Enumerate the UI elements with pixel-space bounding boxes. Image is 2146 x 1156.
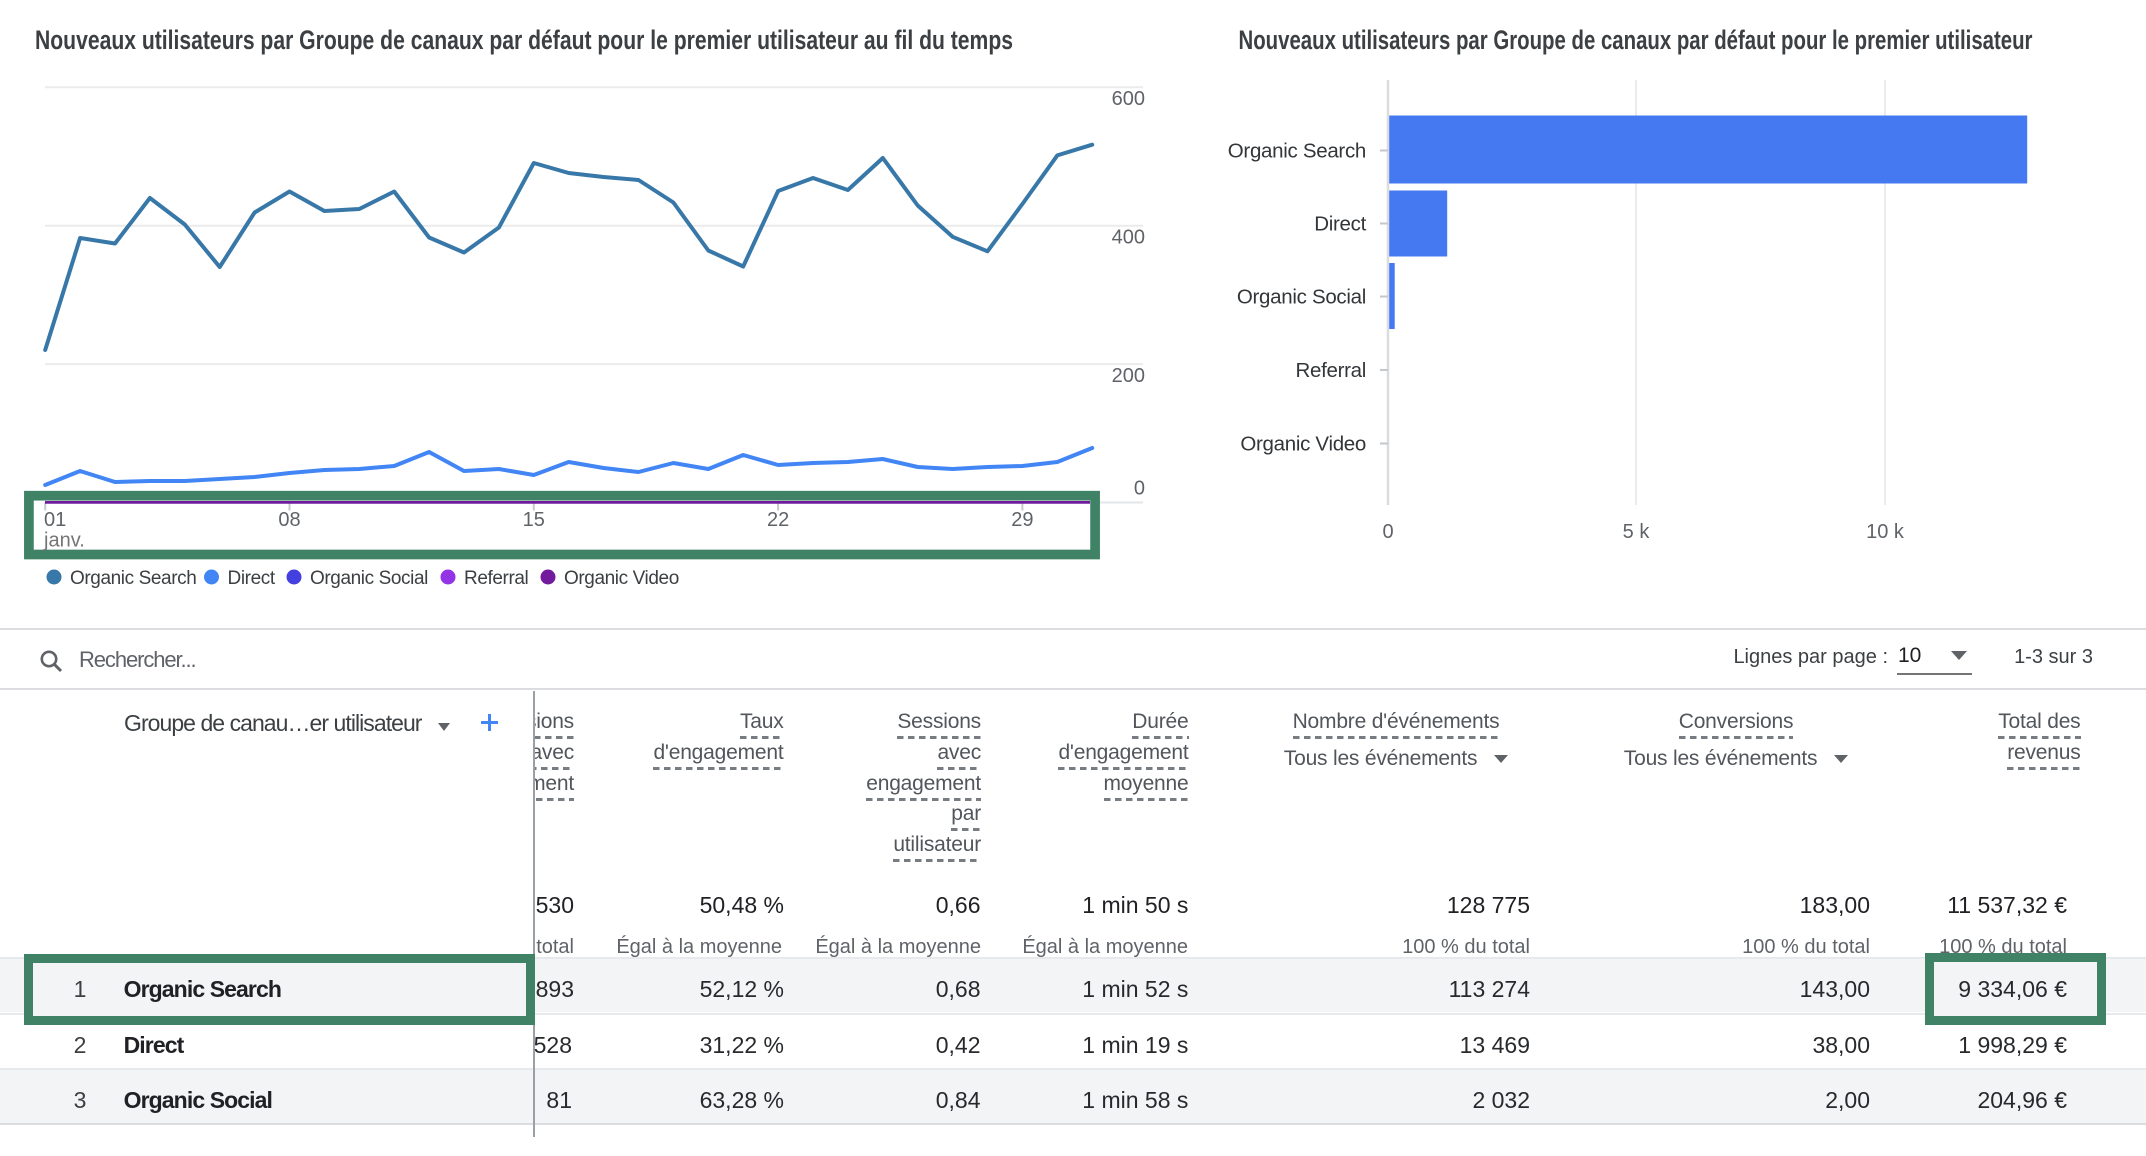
svg-text:5 k: 5 k (1623, 521, 1651, 543)
svg-text:Nouveaux utilisateurs par Grou: Nouveaux utilisateurs par Groupe de cana… (1239, 25, 2033, 55)
svg-text:Organic Search: Organic Search (1228, 140, 1366, 163)
svg-text:0: 0 (1382, 521, 1393, 543)
svg-text:10 k: 10 k (1866, 521, 1905, 543)
svg-text:22: 22 (767, 509, 789, 531)
svg-text:Organic Social: Organic Social (310, 568, 428, 589)
svg-text:08: 08 (278, 509, 300, 531)
svg-text:Organic Search: Organic Search (70, 568, 196, 589)
svg-text:600: 600 (1112, 88, 1145, 110)
svg-text:200: 200 (1112, 365, 1145, 387)
svg-text:Referral: Referral (464, 568, 528, 589)
svg-text:Organic Video: Organic Video (1240, 433, 1366, 456)
svg-text:Direct: Direct (228, 568, 276, 589)
svg-text:Referral: Referral (1295, 359, 1366, 382)
svg-text:400: 400 (1112, 227, 1145, 249)
svg-text:15: 15 (523, 509, 545, 531)
svg-text:Organic Video: Organic Video (564, 568, 679, 589)
svg-text:janv.: janv. (43, 530, 85, 552)
svg-text:Direct: Direct (1314, 213, 1366, 236)
svg-text:Nouveaux utilisateurs par Grou: Nouveaux utilisateurs par Groupe de cana… (35, 25, 1013, 55)
svg-text:01: 01 (44, 509, 66, 531)
svg-text:0: 0 (1134, 478, 1145, 500)
svg-text:Organic Social: Organic Social (1237, 286, 1366, 309)
svg-text:29: 29 (1011, 509, 1033, 531)
